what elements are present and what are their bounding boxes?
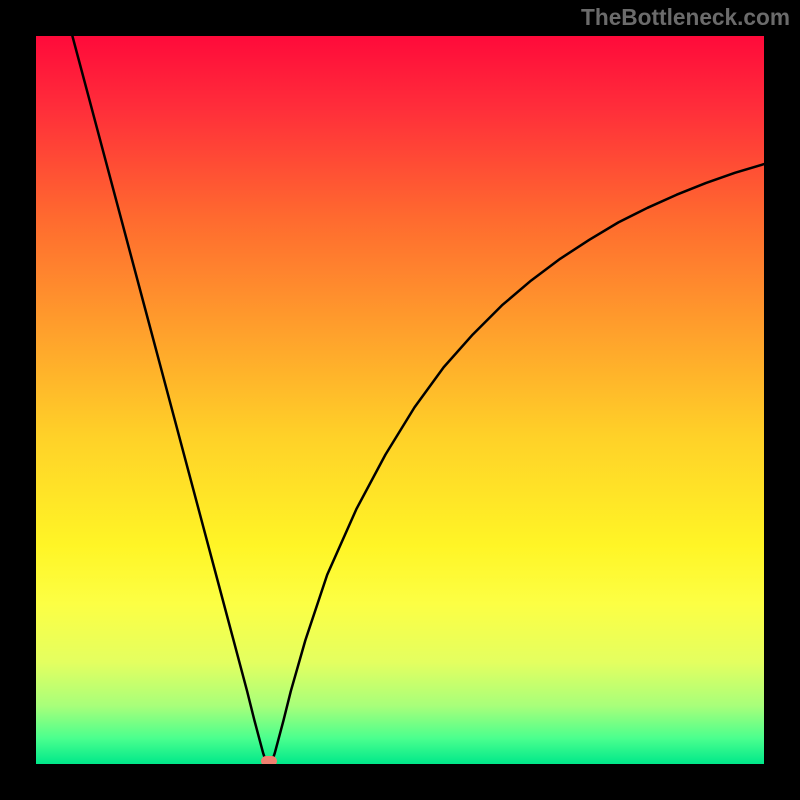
optimum-marker: [261, 756, 277, 764]
chart-plot-area: [36, 36, 764, 764]
bottleneck-curve: [36, 36, 764, 764]
watermark-label: TheBottleneck.com: [581, 4, 790, 31]
